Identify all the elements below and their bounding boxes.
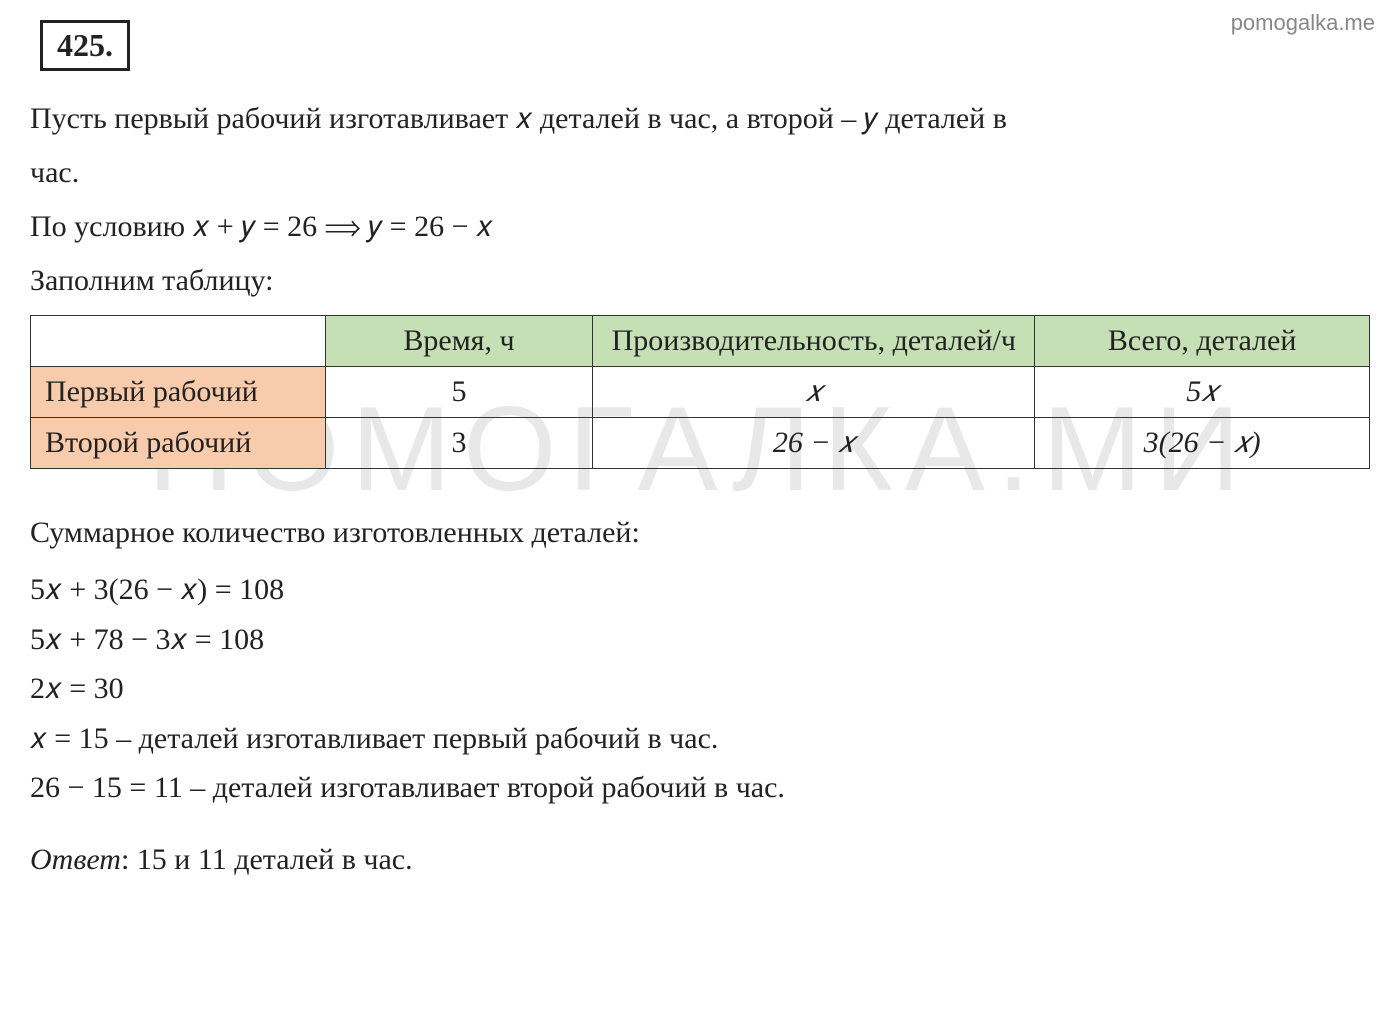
intro-line-2: час. [30,149,1370,197]
header-time: Время, ч [325,316,593,367]
table-row: Второй рабочий 3 26 − 𝑥 3(26 − 𝑥) [31,418,1370,469]
answer-text: : 15 и 11 деталей в час. [121,843,413,876]
header-productivity: Производительность, деталей/ч [593,316,1035,367]
answer-line: Ответ: 15 и 11 деталей в час. [30,843,1370,877]
summary-line: Суммарное количество изготовленных детал… [30,509,1370,557]
equation-1: 5𝑥 + 3(26 − 𝑥) = 108 [30,565,1370,615]
problem-number: 425. [40,20,130,71]
equation-2: 5𝑥 + 78 − 3𝑥 = 108 [30,615,1370,665]
data-table: Время, ч Производительность, деталей/ч В… [30,315,1370,469]
table-header-row: Время, ч Производительность, деталей/ч В… [31,316,1370,367]
header-empty [31,316,326,367]
equation-3: 2𝑥 = 30 [30,664,1370,714]
table-row: Первый рабочий 5 𝑥 5𝑥 [31,367,1370,418]
header-total: Всего, деталей [1035,316,1370,367]
row2-productivity: 26 − 𝑥 [593,418,1035,469]
answer-label: Ответ [30,843,121,876]
row2-label: Второй рабочий [31,418,326,469]
row2-total: 3(26 − 𝑥) [1035,418,1370,469]
row2-time: 3 [325,418,593,469]
row1-label: Первый рабочий [31,367,326,418]
equation-5: 26 − 15 = 11 – деталей изготавливает вто… [30,763,1370,813]
content-wrapper: 425. Пусть первый рабочий изготавливает … [30,20,1370,877]
row1-total: 5𝑥 [1035,367,1370,418]
equation-4: 𝑥 = 15 – деталей изготавливает первый ра… [30,714,1370,764]
equation-block: 5𝑥 + 3(26 − 𝑥) = 108 5𝑥 + 78 − 3𝑥 = 108 … [30,565,1370,813]
row1-productivity: 𝑥 [593,367,1035,418]
row1-time: 5 [325,367,593,418]
condition-line: По условию 𝑥 + 𝑦 = 26 ⟹ 𝑦 = 26 − 𝑥 [30,203,1370,251]
intro-line-1: Пусть первый рабочий изготавливает 𝑥 дет… [30,95,1370,143]
table-intro: Заполним таблицу: [30,257,1370,305]
